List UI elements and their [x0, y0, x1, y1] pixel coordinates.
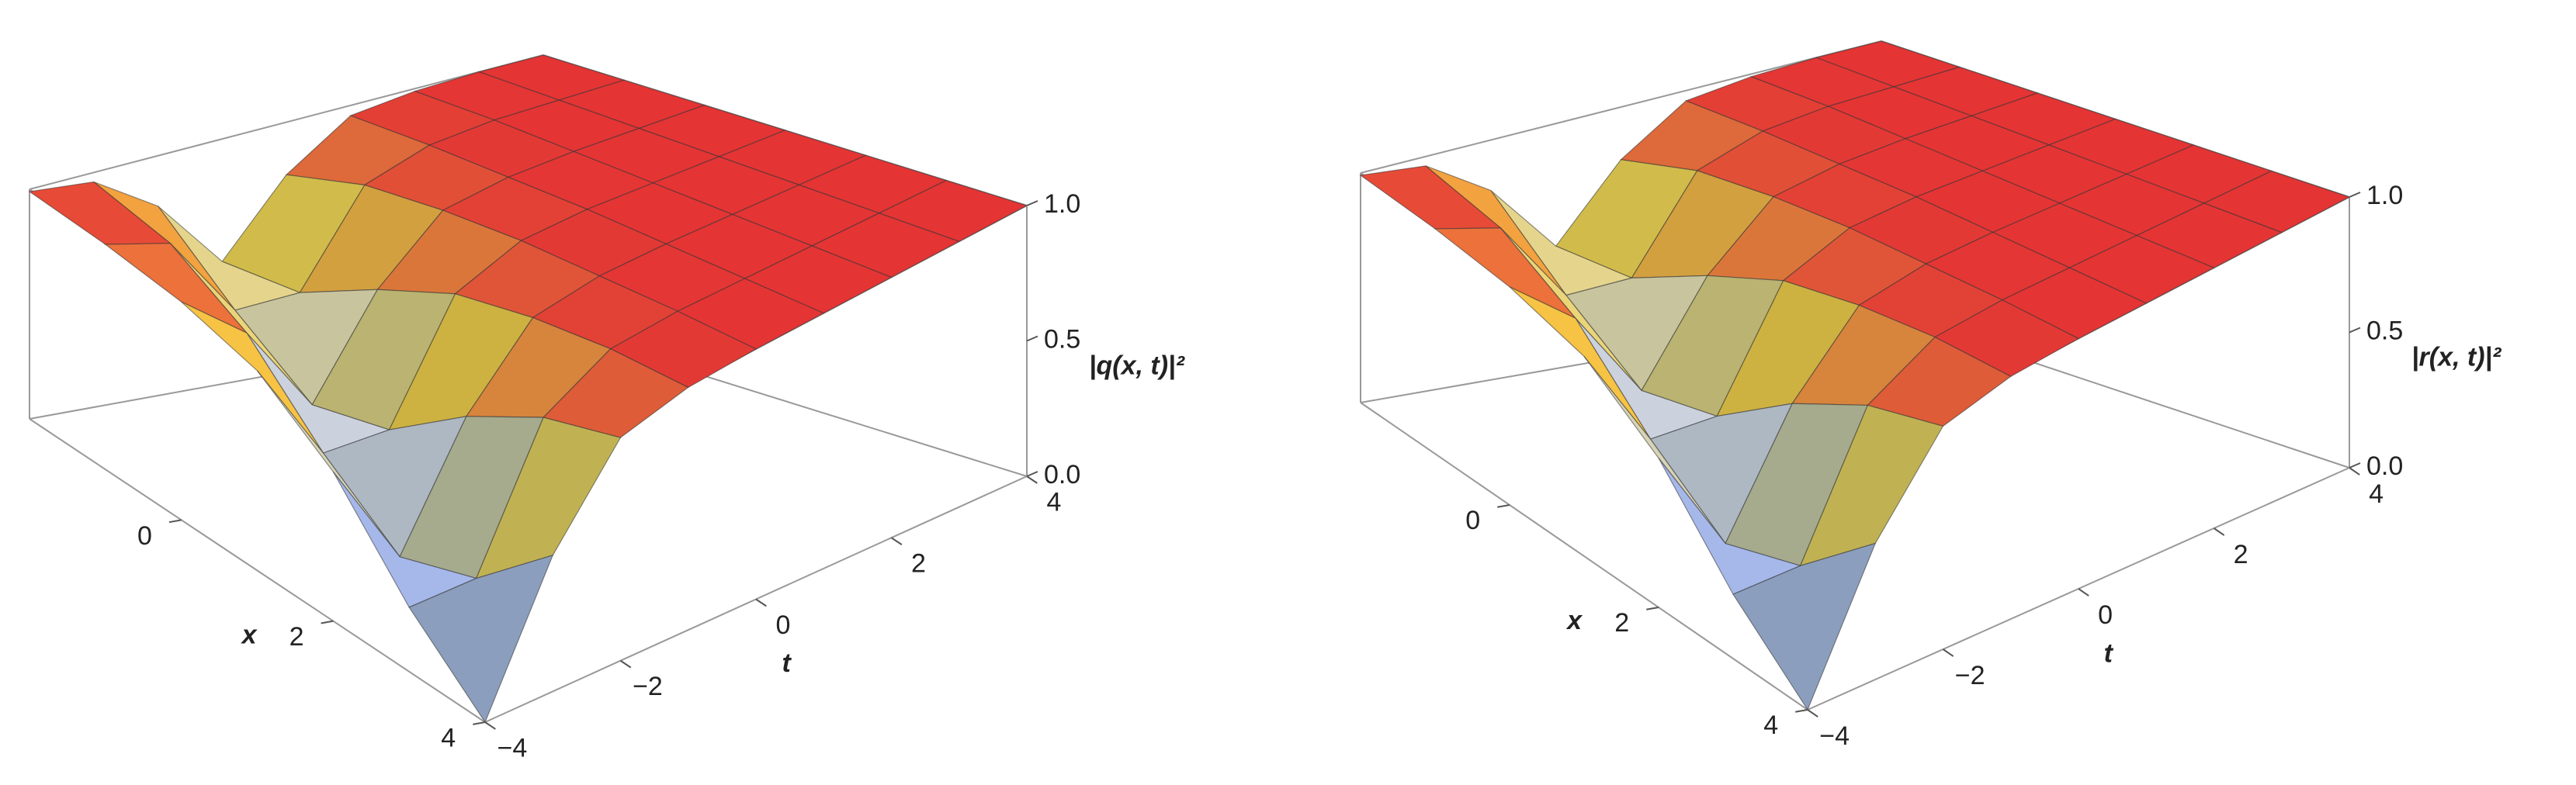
z-tick	[2349, 192, 2361, 198]
y-tick-label: 4	[2369, 479, 2384, 509]
y-tick-label: 2	[2234, 540, 2248, 569]
z-tick-label: 0.0	[1044, 460, 1080, 489]
y-axis-label: t	[2104, 639, 2114, 669]
z-tick	[1026, 200, 1038, 206]
y-tick-label: 4	[1046, 487, 1061, 517]
y-tick-label: −2	[1955, 661, 1985, 690]
y-tick-label: 0	[775, 610, 790, 640]
x-tick	[321, 620, 334, 624]
z-tick-label: 0.5	[1044, 324, 1080, 354]
x-tick	[473, 721, 486, 725]
z-tick-label: 1.0	[2366, 181, 2403, 210]
x-tick-label: 2	[289, 622, 304, 652]
box-edge	[1360, 402, 1808, 711]
y-tick-label: 0	[2098, 600, 2113, 630]
y-tick	[1807, 709, 1818, 718]
box-edge	[1360, 40, 1882, 174]
y-tick	[1026, 475, 1038, 484]
y-tick	[619, 659, 632, 669]
y-tick	[2213, 527, 2225, 536]
y-tick	[484, 721, 496, 730]
y-tick-label: 2	[911, 549, 926, 579]
x-tick	[1646, 607, 1659, 610]
y-tick-label: −4	[498, 733, 528, 763]
x-tick	[1497, 504, 1510, 508]
z-tick	[2349, 327, 2361, 334]
z-axis-label: |r(x, t)|²	[2411, 342, 2502, 372]
x-tick	[168, 519, 182, 524]
x-tick-label: 2	[1614, 608, 1629, 638]
y-tick-label: −4	[1819, 721, 1850, 751]
z-tick-label: 1.0	[1044, 189, 1080, 219]
z-tick-label: 0.0	[2366, 451, 2403, 481]
y-tick	[890, 537, 903, 545]
surface-cell	[1732, 542, 1877, 711]
z-tick	[2349, 462, 2361, 469]
z-tick	[1026, 335, 1038, 342]
x-tick-label: 0	[137, 521, 152, 551]
z-tick-label: 0.5	[2366, 316, 2403, 345]
x-tick-label: 0	[1465, 506, 1480, 535]
surface-cell	[408, 554, 554, 724]
box-edge	[29, 418, 486, 723]
y-tick	[2078, 588, 2089, 597]
z-tick	[1026, 471, 1038, 477]
x-axis-label: x	[1565, 606, 1583, 635]
y-tick	[755, 598, 767, 607]
x-tick	[1795, 709, 1808, 713]
x-tick-label: 4	[441, 724, 456, 753]
y-tick-label: −2	[633, 672, 663, 701]
y-axis-label: t	[782, 648, 792, 678]
x-tick-label: 4	[1763, 711, 1778, 740]
y-tick	[2349, 467, 2360, 475]
box-edge	[29, 54, 544, 190]
y-tick	[1942, 648, 1954, 657]
z-axis-label: |q(x, t)|²	[1089, 351, 1186, 380]
x-axis-label: x	[241, 620, 258, 649]
